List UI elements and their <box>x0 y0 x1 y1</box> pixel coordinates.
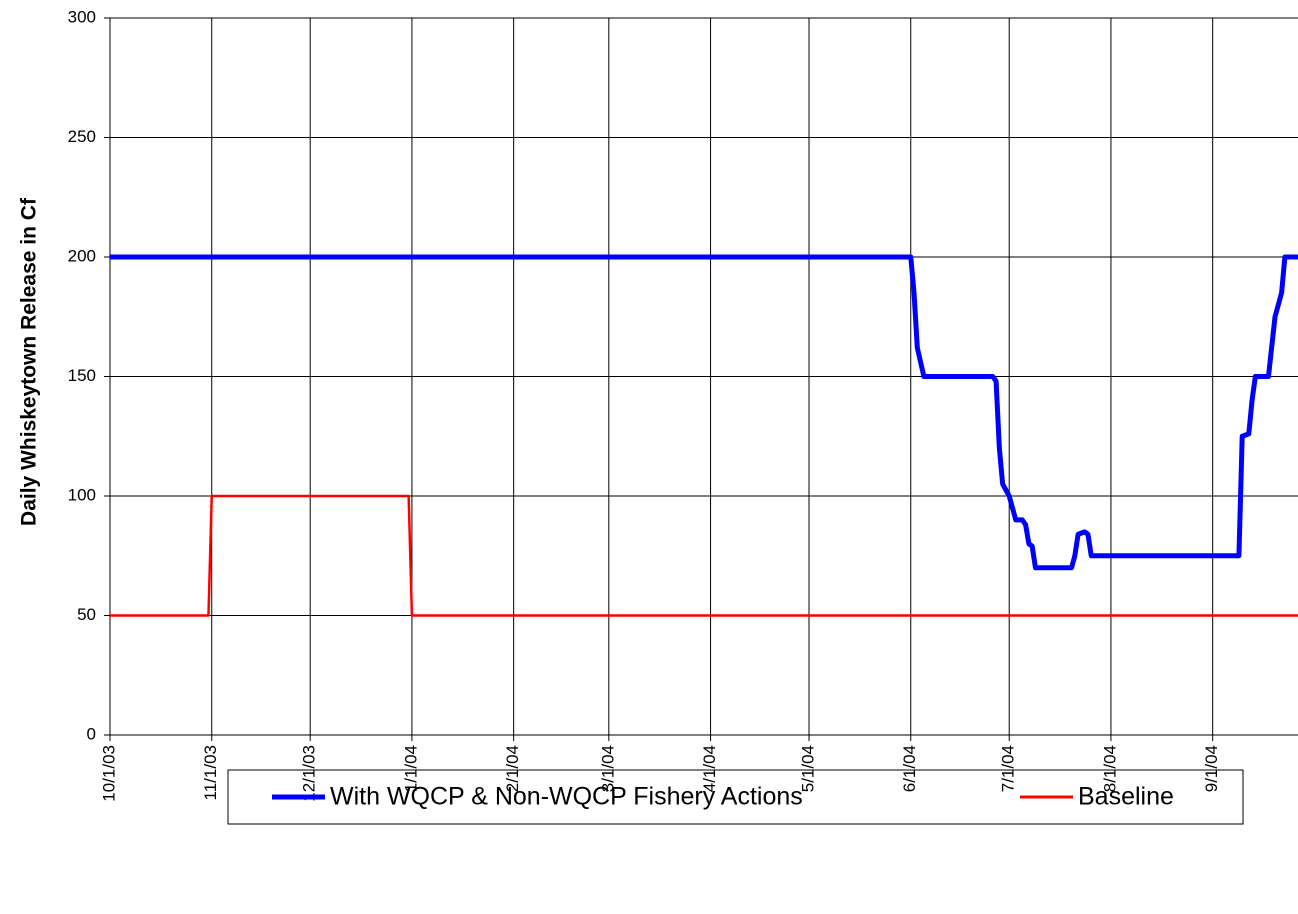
y-tick-label: 50 <box>77 605 96 624</box>
x-tick-label: 11/1/03 <box>201 745 220 800</box>
series-line <box>110 494 1298 617</box>
x-tick-label: 8/1/04 <box>1100 745 1119 792</box>
x-tick-label: 4/1/04 <box>700 745 719 792</box>
legend <box>227 769 1244 825</box>
x-tick-label: 6/1/04 <box>900 745 919 792</box>
x-tick-label: 9/1/04 <box>1202 745 1221 792</box>
x-tick-label: 2/1/04 <box>503 745 522 792</box>
x-tick-label: 7/1/04 <box>999 745 1018 792</box>
x-tick-label: 10/1/03 <box>99 745 118 802</box>
x-tick-label: 1/1/04 <box>401 745 420 792</box>
y-tick-label: 0 <box>87 724 96 743</box>
x-tick-label: 5/1/04 <box>799 745 818 792</box>
series-line <box>110 254 1298 571</box>
y-tick-label: 200 <box>68 246 96 265</box>
y-tick-label: 250 <box>68 127 96 146</box>
y-tick-label: 100 <box>68 485 96 504</box>
x-tick-label: 3/1/04 <box>598 745 617 792</box>
y-tick-label: 300 <box>68 7 96 26</box>
legend-label: With WQCP & Non-WQCP Fishery Actions <box>330 783 803 811</box>
x-tick-label: 12/1/03 <box>300 745 319 802</box>
legend-label: Baseline <box>1078 783 1174 811</box>
y-tick-label: 150 <box>68 366 96 385</box>
y-axis-label: Daily Whiskeytown Release in Cf <box>18 197 41 526</box>
